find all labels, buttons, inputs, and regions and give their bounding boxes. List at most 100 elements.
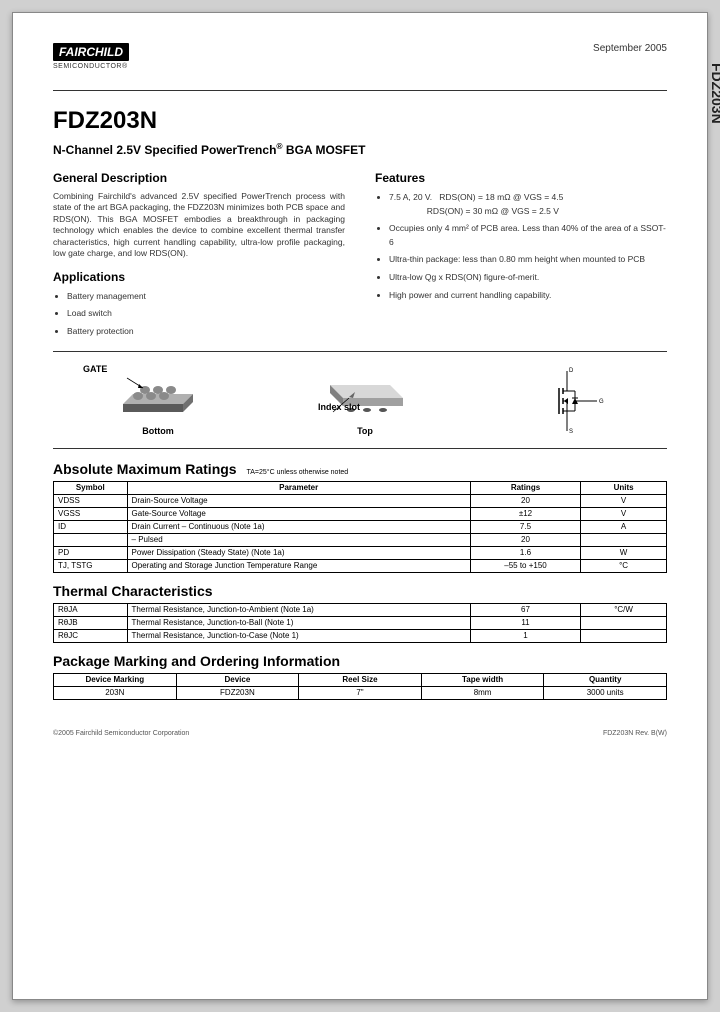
table-header: Device Marking xyxy=(54,673,177,686)
table-cell: 3000 units xyxy=(544,686,667,699)
table-cell: Thermal Resistance, Junction-to-Ball (No… xyxy=(127,616,470,629)
header-rule xyxy=(53,90,667,91)
table-cell: Thermal Resistance, Junction-to-Case (No… xyxy=(127,629,470,642)
features-list: 7.5 A, 20 V. RDS(ON) = 18 mΩ @ VGS = 4.5… xyxy=(375,191,667,302)
table-cell: V xyxy=(581,494,667,507)
table-cell: VDSS xyxy=(54,494,128,507)
index-slot-label: Index slot xyxy=(289,402,389,412)
table-row: RθJCThermal Resistance, Junction-to-Case… xyxy=(54,629,667,642)
table-cell xyxy=(54,533,128,546)
table-row: IDDrain Current – Continuous (Note 1a)7.… xyxy=(54,520,667,533)
left-column: General Description Combining Fairchild'… xyxy=(53,171,345,343)
table-cell: 203N xyxy=(54,686,177,699)
subtitle-post: BGA MOSFET xyxy=(286,143,366,157)
brand-logo: FAIRCHILD SEMICONDUCTOR® xyxy=(53,43,193,70)
document-date: September 2005 xyxy=(593,43,667,54)
table-cell: TJ, TSTG xyxy=(54,559,128,572)
table-cell: 67 xyxy=(470,603,580,616)
package-bottom-icon xyxy=(113,364,203,424)
header-row: FAIRCHILD SEMICONDUCTOR® September 2005 xyxy=(53,43,667,70)
table-header: Quantity xyxy=(544,673,667,686)
table-cell: RθJC xyxy=(54,629,128,642)
side-part-number: FDZ203N xyxy=(709,63,720,124)
table-cell: 8mm xyxy=(421,686,544,699)
list-item: Ultra-low Qg x RDS(ON) figure-of-merit. xyxy=(389,271,667,285)
mosfet-symbol: D G S xyxy=(527,366,607,436)
list-item: Load switch xyxy=(67,307,345,321)
table-cell: 7.5 xyxy=(470,520,580,533)
footer-left: ©2005 Fairchild Semiconductor Corporatio… xyxy=(53,730,189,737)
table-header: Ratings xyxy=(470,481,580,494)
brand-name: FAIRCHILD xyxy=(53,43,129,61)
table-cell: Gate-Source Voltage xyxy=(127,507,470,520)
table-header: Symbol xyxy=(54,481,128,494)
table-cell: °C xyxy=(581,559,667,572)
table-cell: 7" xyxy=(299,686,422,699)
thermal-title: Thermal Characteristics xyxy=(53,583,667,599)
right-column: Features 7.5 A, 20 V. RDS(ON) = 18 mΩ @ … xyxy=(375,171,667,343)
table-cell: Power Dissipation (Steady State) (Note 1… xyxy=(127,546,470,559)
table-header: Device xyxy=(176,673,299,686)
svg-text:D: D xyxy=(569,368,574,374)
table-cell: ID xyxy=(54,520,128,533)
amr-table: SymbolParameterRatingsUnitsVDSSDrain-Sou… xyxy=(53,481,667,573)
general-description-body: Combining Fairchild's advanced 2.5V spec… xyxy=(53,191,345,260)
graphics-row: GATE Bottom xyxy=(53,351,667,449)
table-cell: W xyxy=(581,546,667,559)
table-cell: Drain-Source Voltage xyxy=(127,494,470,507)
amr-note: TA=25°C unless otherwise noted xyxy=(246,469,348,476)
package-top-icon xyxy=(315,370,415,430)
table-cell: FDZ203N xyxy=(176,686,299,699)
description-features-row: General Description Combining Fairchild'… xyxy=(53,171,667,343)
applications-head: Applications xyxy=(53,270,345,284)
table-cell: RθJA xyxy=(54,603,128,616)
bottom-caption: Bottom xyxy=(113,426,203,436)
table-cell: 1 xyxy=(470,629,580,642)
table-row: VGSSGate-Source Voltage±12V xyxy=(54,507,667,520)
list-item: Battery protection xyxy=(67,325,345,339)
table-header: Units xyxy=(581,481,667,494)
general-description-head: General Description xyxy=(53,171,345,185)
table-cell: Thermal Resistance, Junction-to-Ambient … xyxy=(127,603,470,616)
table-cell: RθJB xyxy=(54,616,128,629)
table-cell: 20 xyxy=(470,494,580,507)
table-cell: V xyxy=(581,507,667,520)
package-marking-title: Package Marking and Ordering Information xyxy=(53,653,667,669)
table-cell: ±12 xyxy=(470,507,580,520)
gate-label: GATE xyxy=(83,364,107,374)
thermal-table: RθJAThermal Resistance, Junction-to-Ambi… xyxy=(53,603,667,643)
svg-text:S: S xyxy=(569,429,573,435)
table-header: Tape width xyxy=(421,673,544,686)
features-head: Features xyxy=(375,171,667,185)
table-cell xyxy=(581,629,667,642)
table-cell xyxy=(581,533,667,546)
package-marking-table: Device MarkingDeviceReel SizeTape widthQ… xyxy=(53,673,667,700)
amr-title: Absolute Maximum Ratings TA=25°C unless … xyxy=(53,461,667,477)
footer-right: FDZ203N Rev. B(W) xyxy=(603,730,667,737)
table-row: RθJBThermal Resistance, Junction-to-Ball… xyxy=(54,616,667,629)
list-item: Battery management xyxy=(67,290,345,304)
list-item: Ultra-thin package: less than 0.80 mm he… xyxy=(389,253,667,267)
table-row: VDSSDrain-Source Voltage20V xyxy=(54,494,667,507)
list-item: High power and current handling capabili… xyxy=(389,289,667,303)
table-row: RθJAThermal Resistance, Junction-to-Ambi… xyxy=(54,603,667,616)
table-header: Parameter xyxy=(127,481,470,494)
part-title: FDZ203N xyxy=(53,107,667,135)
table-row: PDPower Dissipation (Steady State) (Note… xyxy=(54,546,667,559)
subtitle-pre: N-Channel 2.5V Specified PowerTrench xyxy=(53,143,276,157)
table-row: TJ, TSTGOperating and Storage Junction T… xyxy=(54,559,667,572)
applications-list: Battery management Load switch Battery pro… xyxy=(53,290,345,339)
footer: ©2005 Fairchild Semiconductor Corporatio… xyxy=(53,730,667,737)
subtitle: N-Channel 2.5V Specified PowerTrench® BG… xyxy=(53,141,667,157)
table-cell: – Pulsed xyxy=(127,533,470,546)
table-cell: 1.6 xyxy=(470,546,580,559)
table-cell: A xyxy=(581,520,667,533)
table-cell xyxy=(581,616,667,629)
list-item: 7.5 A, 20 V. RDS(ON) = 18 mΩ @ VGS = 4.5… xyxy=(389,191,667,218)
table-row: 203NFDZ203N7"8mm3000 units xyxy=(54,686,667,699)
package-bottom-view: GATE Bottom xyxy=(113,364,203,436)
table-cell: Drain Current – Continuous (Note 1a) xyxy=(127,520,470,533)
table-cell: 20 xyxy=(470,533,580,546)
table-cell: °C/W xyxy=(581,603,667,616)
svg-text:G: G xyxy=(599,399,604,405)
